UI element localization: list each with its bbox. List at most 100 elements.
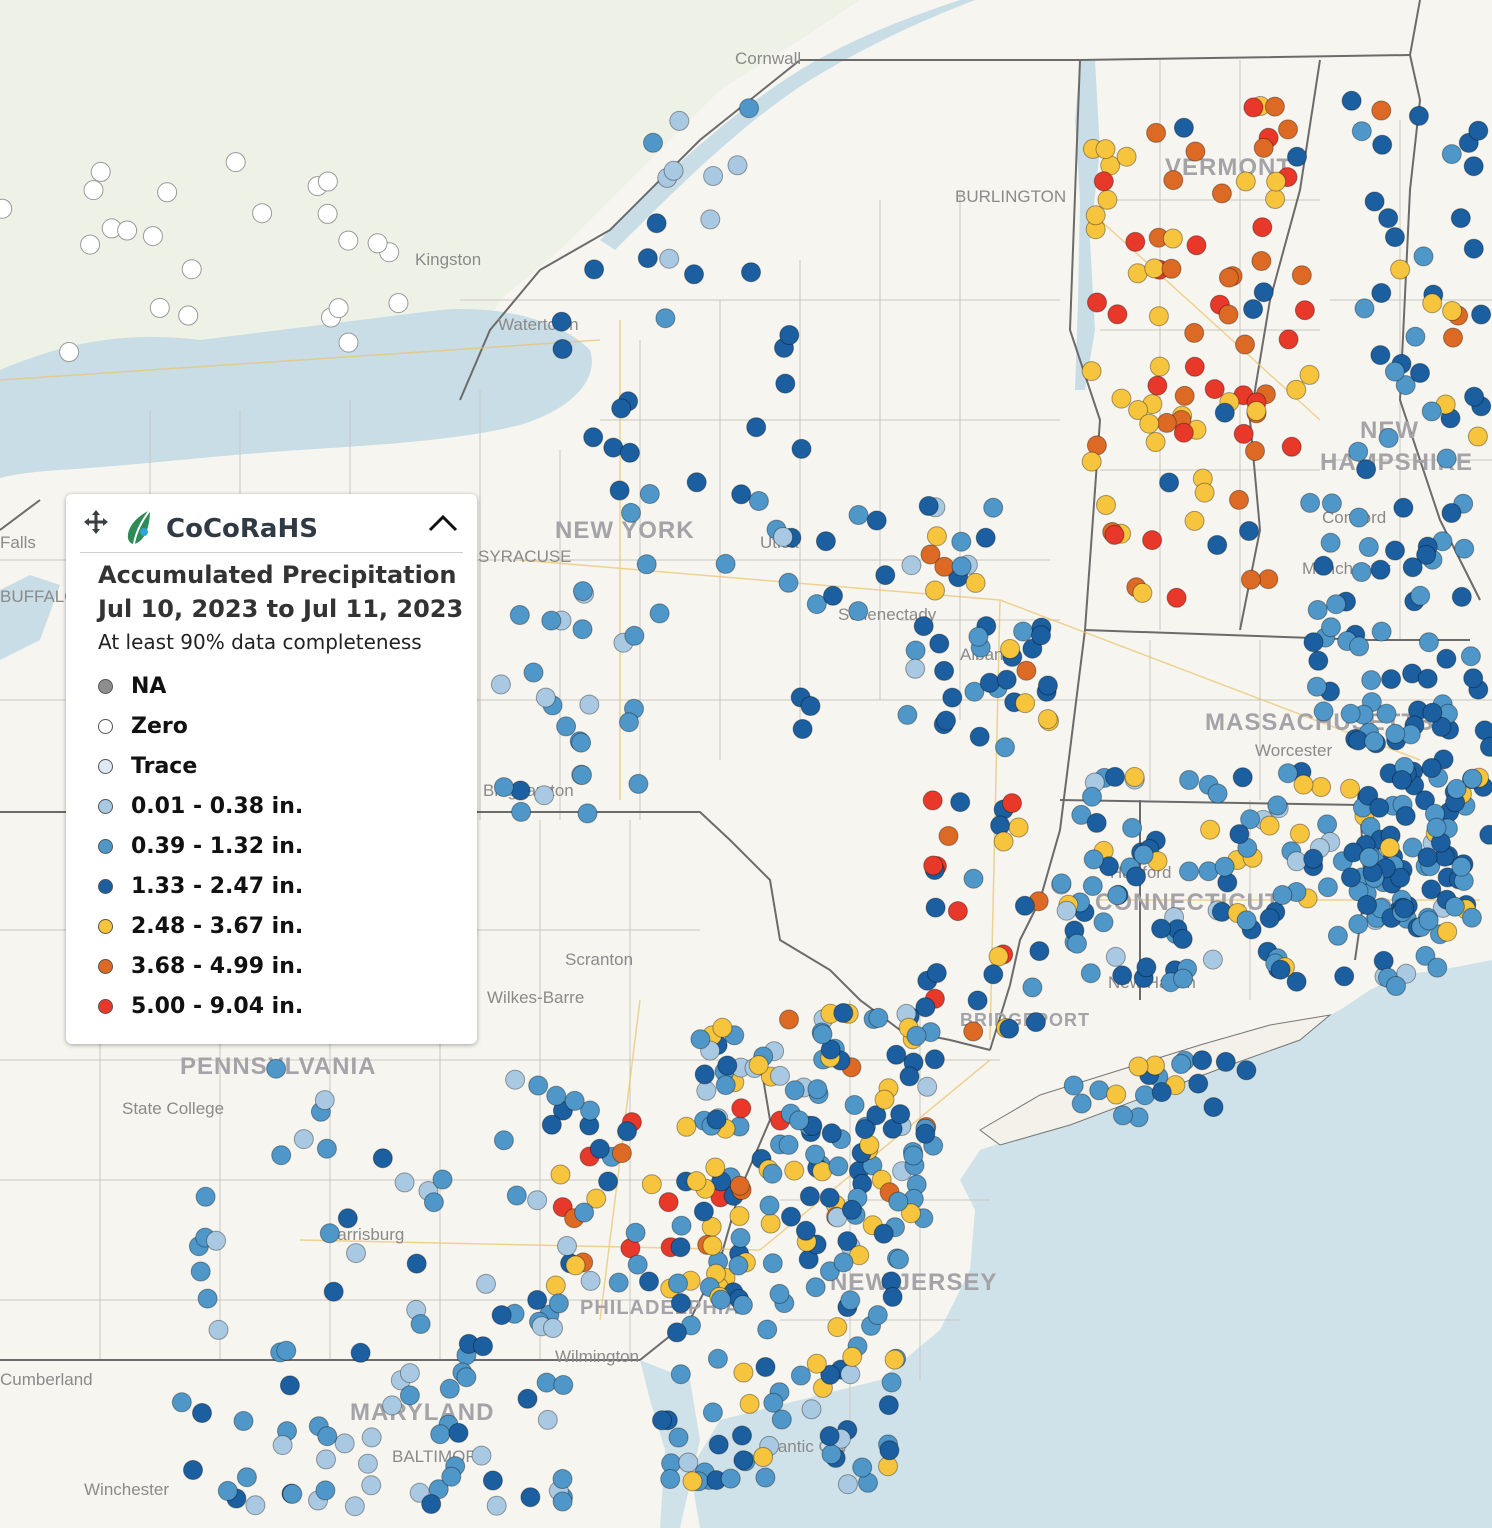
station-dot[interactable] [670,1237,691,1258]
station-dot[interactable] [171,1392,192,1413]
station-dot[interactable] [799,1186,820,1207]
station-dot[interactable] [833,1003,854,1023]
station-dot[interactable] [541,1114,562,1135]
station-dot[interactable] [1437,921,1458,942]
station-dot[interactable] [778,572,799,593]
station-dot[interactable] [552,339,573,359]
station-dot[interactable] [707,1348,728,1369]
station-dot[interactable] [1162,228,1183,249]
station-dot[interactable] [1200,819,1221,840]
station-dot[interactable] [1348,507,1369,528]
station-dot[interactable] [439,1378,460,1399]
station-dot[interactable] [536,1372,557,1393]
station-dot[interactable] [1444,896,1465,917]
station-dot[interactable] [1317,877,1338,898]
station-dot[interactable] [731,1098,752,1119]
station-dot[interactable] [918,496,939,516]
station-dot[interactable] [1179,861,1199,882]
station-dot[interactable] [520,1487,541,1508]
station-dot[interactable] [812,1024,833,1045]
station-dot[interactable] [603,437,624,458]
station-dot[interactable] [897,704,918,725]
station-dot[interactable] [1370,559,1391,580]
station-dot[interactable] [999,1018,1020,1039]
station-dot[interactable] [1203,1097,1224,1118]
station-dot[interactable] [181,259,202,280]
station-dot[interactable] [827,1317,848,1338]
station-dot[interactable] [1373,950,1394,971]
station-dot[interactable] [920,544,941,565]
station-dot[interactable] [537,1409,558,1430]
station-dot[interactable] [1357,895,1377,915]
station-dot[interactable] [1287,146,1307,167]
station-dot[interactable] [951,531,972,552]
station-dot[interactable] [729,1206,750,1226]
station-dot[interactable] [1402,557,1423,578]
station-dot[interactable] [1192,1050,1213,1071]
station-dot[interactable] [476,1273,496,1294]
station-dot[interactable] [1340,867,1361,888]
station-dot[interactable] [899,1066,920,1087]
station-dot[interactable] [1128,1056,1149,1077]
station-dot[interactable] [1393,497,1414,518]
station-dot[interactable] [1013,621,1034,642]
station-dot[interactable] [775,373,796,394]
station-dot[interactable] [1259,908,1280,929]
station-dot[interactable] [852,1457,873,1478]
station-dot[interactable] [730,1227,751,1248]
station-dot[interactable] [556,716,577,737]
station-dot[interactable] [1359,847,1380,868]
station-dot[interactable] [646,213,667,234]
station-dot[interactable] [541,610,562,631]
station-dot[interactable] [694,1064,715,1085]
station-dot[interactable] [1243,97,1264,118]
station-dot[interactable] [806,594,827,615]
station-dot[interactable] [1358,785,1379,806]
station-dot[interactable] [517,1388,538,1409]
station-dot[interactable] [1395,375,1416,396]
station-dot[interactable] [617,1121,637,1142]
station-dot[interactable] [1071,804,1092,825]
station-dot[interactable] [963,1021,984,1042]
station-dot[interactable] [1303,848,1324,869]
station-dot[interactable] [1390,259,1411,280]
station-dot[interactable] [1340,778,1360,799]
station-dot[interactable] [1291,265,1312,286]
station-dot[interactable] [678,1452,699,1473]
station-dot[interactable] [486,1495,507,1516]
station-dot[interactable] [282,1483,303,1504]
station-dot[interactable] [245,1495,266,1516]
station-dot[interactable] [382,1395,403,1416]
station-dot[interactable] [195,1186,216,1207]
station-dot[interactable] [1229,824,1250,845]
station-dot[interactable] [670,1364,691,1385]
station-dot[interactable] [117,220,138,241]
station-dot[interactable] [510,780,531,801]
station-dot[interactable] [534,785,555,806]
station-dot[interactable] [471,1445,492,1466]
station-dot[interactable] [1378,208,1399,229]
station-dot[interactable] [1124,767,1145,787]
station-dot[interactable] [693,1201,714,1222]
station-dot[interactable] [1253,282,1274,303]
station-dot[interactable] [820,1039,841,1060]
station-dot[interactable] [690,1029,711,1050]
station-dot[interactable] [564,1090,585,1111]
station-dot[interactable] [1413,246,1434,267]
station-dot[interactable] [1243,299,1264,320]
station-dot[interactable] [1422,702,1443,723]
station-dot[interactable] [1385,540,1405,561]
station-dot[interactable] [1214,402,1235,423]
station-dot[interactable] [819,1261,840,1282]
station-dot[interactable] [637,248,658,269]
station-dot[interactable] [1378,428,1399,448]
station-dot[interactable] [1441,144,1462,165]
station-dot[interactable] [621,502,641,523]
station-dot[interactable] [901,555,922,576]
station-dot[interactable] [552,1491,573,1512]
station-dot[interactable] [1370,345,1391,366]
station-dot[interactable] [346,1243,366,1264]
station-dot[interactable] [1104,524,1125,545]
station-dot[interactable] [1232,767,1253,788]
